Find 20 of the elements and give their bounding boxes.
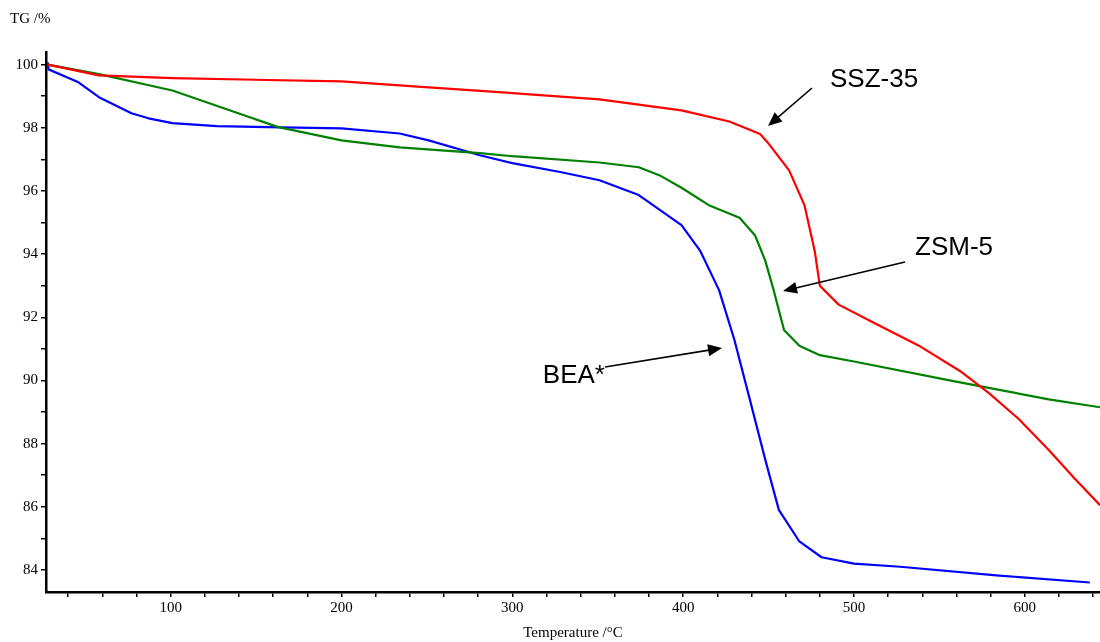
- y-tick-label: 94: [23, 245, 39, 262]
- x-tick-label: 400: [671, 598, 695, 615]
- annotation: SSZ-35: [830, 63, 919, 94]
- x-tick-label: 500: [842, 598, 866, 615]
- x-tick-label: 200: [330, 598, 353, 615]
- annotation: BEA*: [542, 359, 605, 390]
- y-tick-label: 86: [23, 497, 39, 514]
- x-tick-label: 100: [159, 598, 182, 615]
- x-tick-label: 600: [1013, 598, 1037, 615]
- y-tick-label: 90: [23, 371, 38, 388]
- y-tick-label: 92: [23, 308, 38, 325]
- annotation: ZSM-5: [915, 231, 993, 262]
- y-tick-label: 84: [23, 560, 39, 577]
- y-tick-label: 96: [23, 181, 39, 198]
- y-tick-label: 98: [23, 118, 38, 135]
- y-axis-title: TG /%: [10, 9, 51, 26]
- y-tick-label: 100: [15, 55, 38, 72]
- x-axis-title: Temperature /°C: [523, 623, 623, 640]
- y-tick-label: 88: [23, 434, 38, 451]
- x-tick-label: 300: [501, 598, 524, 615]
